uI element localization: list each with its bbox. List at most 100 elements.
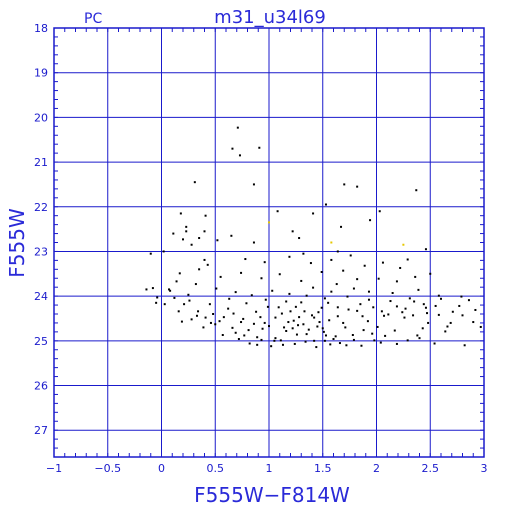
data-point xyxy=(346,295,349,298)
highlighted-point xyxy=(268,221,270,224)
data-point xyxy=(243,334,246,337)
data-point xyxy=(252,241,255,244)
data-point xyxy=(340,225,343,228)
data-point xyxy=(383,314,386,317)
data-point xyxy=(323,297,326,300)
data-point xyxy=(329,343,332,346)
data-point xyxy=(240,271,243,274)
data-point xyxy=(216,239,219,242)
data-point xyxy=(302,252,305,255)
data-point xyxy=(278,273,281,276)
data-point xyxy=(285,329,288,332)
data-point xyxy=(151,287,154,290)
data-point xyxy=(242,317,245,320)
data-point xyxy=(408,297,411,300)
data-point xyxy=(479,325,482,328)
data-point xyxy=(289,310,292,313)
data-point xyxy=(276,210,279,213)
data-point xyxy=(206,263,209,266)
data-point xyxy=(295,333,298,336)
data-point xyxy=(440,297,442,300)
data-point xyxy=(421,327,424,330)
data-point xyxy=(169,289,172,292)
data-point xyxy=(356,278,359,281)
x-tick-label: 2.5 xyxy=(422,462,440,475)
data-point xyxy=(219,275,222,278)
data-point xyxy=(372,306,375,309)
data-point xyxy=(202,326,205,329)
data-point xyxy=(414,275,417,278)
data-point xyxy=(356,185,359,188)
data-point xyxy=(231,147,234,150)
data-point xyxy=(379,341,382,344)
data-point xyxy=(294,305,297,308)
data-point xyxy=(185,230,188,233)
data-point xyxy=(238,154,241,157)
data-point xyxy=(327,301,330,304)
data-point xyxy=(273,339,276,342)
data-point xyxy=(173,296,176,299)
data-point xyxy=(212,313,215,315)
data-point xyxy=(163,303,166,306)
data-point xyxy=(156,296,159,299)
data-point xyxy=(197,310,200,313)
data-point xyxy=(360,344,363,347)
data-point xyxy=(288,255,291,258)
data-point xyxy=(250,294,253,297)
data-point xyxy=(162,250,165,253)
data-point xyxy=(260,338,263,341)
data-point xyxy=(415,189,418,192)
data-point xyxy=(270,345,273,348)
data-point xyxy=(298,237,301,240)
data-point xyxy=(338,342,341,345)
x-tick-label: −0.5 xyxy=(94,462,121,475)
data-point xyxy=(190,318,193,321)
data-point xyxy=(305,294,308,297)
data-point xyxy=(292,319,295,322)
data-point xyxy=(434,304,437,307)
data-point xyxy=(412,314,415,317)
y-tick-label: 26 xyxy=(34,380,48,393)
x-axis-title: F555W−F814W xyxy=(194,483,350,507)
y-tick-labels: 18 19 20 21 22 23 24 25 26 27 xyxy=(34,22,48,437)
data-point xyxy=(305,333,308,336)
data-point xyxy=(330,258,333,261)
data-point xyxy=(342,269,345,272)
data-point xyxy=(259,316,262,319)
data-point xyxy=(472,321,475,324)
data-point xyxy=(228,297,231,300)
x-tick-label: 2 xyxy=(373,462,380,475)
data-point xyxy=(236,126,239,129)
data-point xyxy=(362,329,365,332)
data-point xyxy=(461,314,464,317)
data-point xyxy=(363,264,366,267)
data-point xyxy=(335,283,338,286)
data-point xyxy=(268,325,270,328)
data-point xyxy=(175,280,178,283)
data-point xyxy=(252,322,255,325)
data-point xyxy=(232,312,235,315)
data-point xyxy=(316,325,319,328)
data-point xyxy=(347,308,350,311)
data-point xyxy=(281,343,284,346)
data-point xyxy=(424,306,427,309)
data-point xyxy=(444,330,447,333)
data-points xyxy=(145,126,482,349)
data-point xyxy=(373,339,376,342)
data-point xyxy=(255,310,258,313)
data-point xyxy=(261,327,264,330)
data-point xyxy=(349,254,352,257)
data-point xyxy=(240,321,243,324)
data-point xyxy=(307,328,310,331)
data-point xyxy=(188,299,191,302)
data-point xyxy=(149,252,152,255)
data-point xyxy=(422,303,425,306)
x-tick-label: 1 xyxy=(266,462,273,475)
data-point xyxy=(403,316,406,319)
x-tick-label: 3 xyxy=(481,462,488,475)
data-point xyxy=(304,340,307,343)
data-point xyxy=(260,277,263,280)
data-point xyxy=(288,292,291,295)
data-point xyxy=(449,321,452,324)
